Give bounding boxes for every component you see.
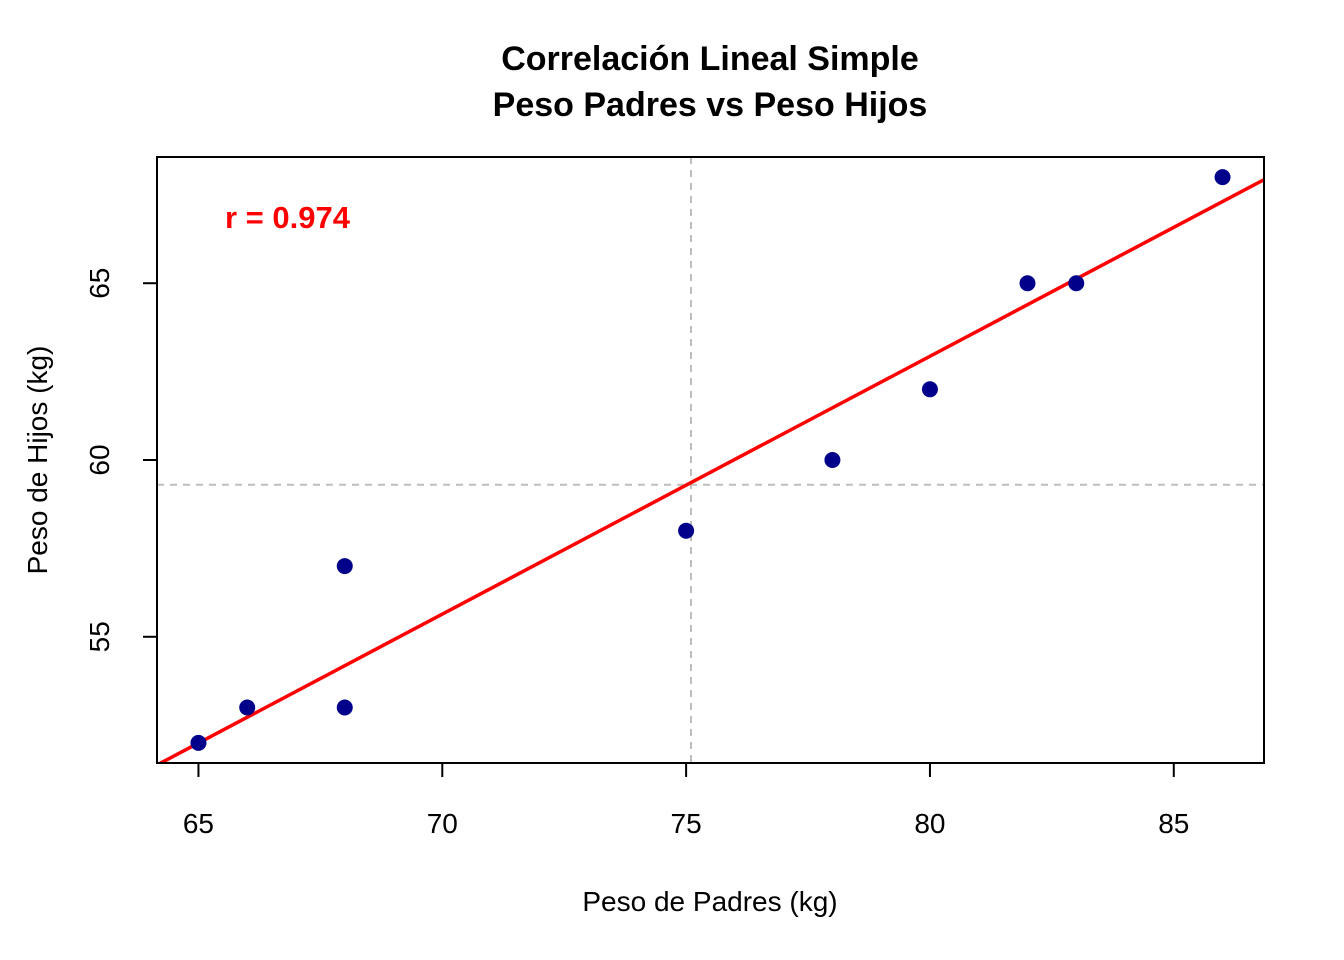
data-point: [1214, 169, 1231, 186]
y-tick-label: 60: [84, 444, 115, 475]
data-points: [190, 169, 1231, 751]
data-point: [239, 699, 256, 716]
y-tick-label: 65: [84, 268, 115, 299]
chart-title: Correlación Lineal Simple: [501, 40, 919, 78]
data-point: [678, 522, 695, 539]
y-tick-label: 55: [84, 621, 115, 652]
x-tick-label: 80: [914, 808, 945, 839]
regression-line: [157, 178, 1264, 763]
x-tick-label: 85: [1158, 808, 1189, 839]
data-point: [190, 734, 207, 751]
plot-frame: [156, 156, 1265, 764]
y-axis: 55 60 65: [84, 268, 158, 652]
chart-subtitle: Peso Padres vs Peso Hijos: [493, 86, 928, 124]
correlation-annotation: r = 0.974: [225, 200, 351, 235]
regression-line-group: [157, 178, 1264, 763]
data-point: [336, 699, 353, 716]
x-tick-label: 75: [671, 808, 702, 839]
x-axis: 65 70 75 80 85: [183, 762, 1189, 839]
x-tick-label: 65: [183, 808, 214, 839]
y-axis-label: Peso de Hijos (kg): [22, 346, 53, 575]
data-point: [1019, 275, 1036, 292]
data-point: [921, 381, 938, 398]
data-point: [1068, 275, 1085, 292]
mean-lines: [157, 157, 1264, 763]
x-tick-label: 70: [427, 808, 458, 839]
x-axis-label: Peso de Padres (kg): [582, 886, 837, 917]
data-point: [336, 558, 353, 575]
data-point: [824, 452, 841, 468]
